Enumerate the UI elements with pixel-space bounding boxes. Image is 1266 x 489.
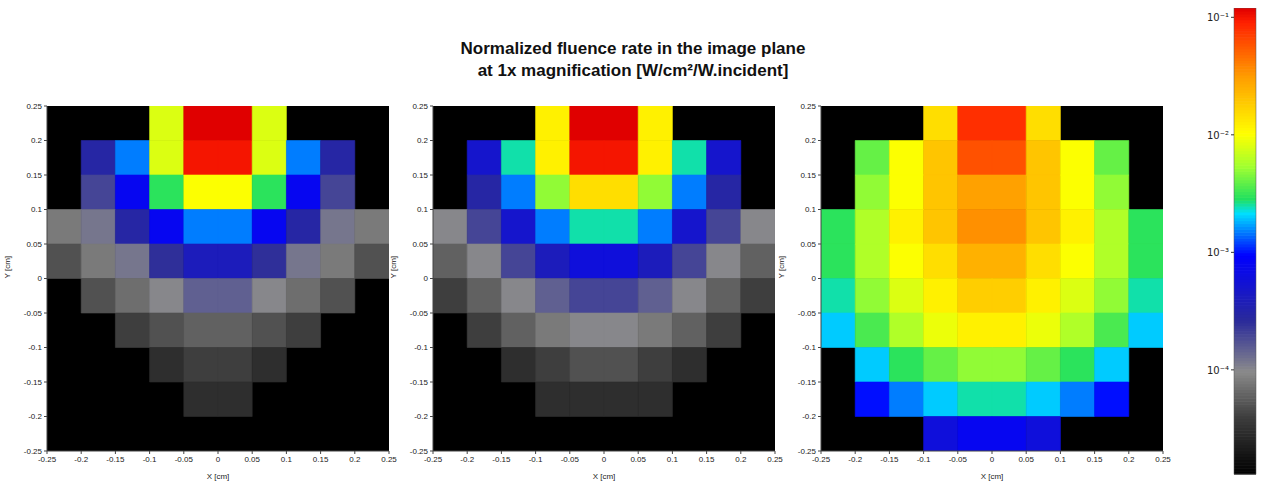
svg-text:-0.1: -0.1 bbox=[414, 343, 428, 352]
svg-text:0.2: 0.2 bbox=[31, 136, 43, 145]
svg-text:-0.25: -0.25 bbox=[424, 455, 443, 464]
html-text:at 1x magnification [W/cm²/W.i: at 1x magnification [W/cm²/W.incident] bbox=[477, 61, 789, 80]
svg-text:-0.25: -0.25 bbox=[798, 447, 817, 456]
svg-text:0.15: 0.15 bbox=[412, 171, 428, 180]
svg-text:-0.2: -0.2 bbox=[848, 455, 862, 464]
svg-text:0.15: 0.15 bbox=[313, 455, 329, 464]
svg-text:-0.15: -0.15 bbox=[410, 378, 429, 387]
svg-text:0.2: 0.2 bbox=[1123, 455, 1135, 464]
svg-text:-0.05: -0.05 bbox=[410, 309, 429, 318]
svg-text:-0.15: -0.15 bbox=[106, 455, 125, 464]
svg-text:-0.1: -0.1 bbox=[28, 343, 42, 352]
svg-text:-0.15: -0.15 bbox=[24, 378, 43, 387]
svg-text:-0.2: -0.2 bbox=[460, 455, 474, 464]
svg-text:-0.05: -0.05 bbox=[798, 309, 817, 318]
svg-text:0.25: 0.25 bbox=[1155, 455, 1171, 464]
svg-text:0: 0 bbox=[812, 274, 817, 283]
svg-text:0.1: 0.1 bbox=[417, 205, 429, 214]
svg-text:0.15: 0.15 bbox=[1087, 455, 1103, 464]
svg-text:0.1: 0.1 bbox=[1055, 455, 1067, 464]
svg-text:Y [cm]: Y [cm] bbox=[3, 256, 12, 279]
svg-text:-0.15: -0.15 bbox=[880, 455, 899, 464]
svg-text:0.05: 0.05 bbox=[1018, 455, 1034, 464]
svg-text:0.05: 0.05 bbox=[412, 240, 428, 249]
svg-text:10⁻⁴: 10⁻⁴ bbox=[1207, 365, 1229, 376]
svg-text:-0.2: -0.2 bbox=[802, 412, 816, 421]
svg-text:0: 0 bbox=[990, 455, 995, 464]
svg-text:-0.15: -0.15 bbox=[492, 455, 511, 464]
svg-text:0.05: 0.05 bbox=[800, 240, 816, 249]
svg-text:0.05: 0.05 bbox=[630, 455, 646, 464]
svg-text:0: 0 bbox=[602, 455, 607, 464]
svg-text:-0.2: -0.2 bbox=[28, 412, 42, 421]
svg-text:0.25: 0.25 bbox=[381, 455, 397, 464]
svg-text:0.2: 0.2 bbox=[349, 455, 361, 464]
svg-text:-0.25: -0.25 bbox=[24, 447, 43, 456]
svg-text:0.1: 0.1 bbox=[31, 205, 43, 214]
svg-text:0.05: 0.05 bbox=[244, 455, 260, 464]
svg-text:0.25: 0.25 bbox=[767, 455, 783, 464]
svg-text:-0.15: -0.15 bbox=[798, 378, 817, 387]
svg-text:-0.25: -0.25 bbox=[410, 447, 429, 456]
svg-text:0.2: 0.2 bbox=[417, 136, 429, 145]
svg-text:X [cm]: X [cm] bbox=[207, 472, 230, 481]
svg-text:-0.25: -0.25 bbox=[812, 455, 831, 464]
svg-text:-0.25: -0.25 bbox=[38, 455, 57, 464]
svg-text:-0.05: -0.05 bbox=[949, 455, 968, 464]
svg-text:-0.05: -0.05 bbox=[561, 455, 580, 464]
svg-text:-0.2: -0.2 bbox=[74, 455, 88, 464]
svg-text:-0.1: -0.1 bbox=[529, 455, 543, 464]
svg-text:0.15: 0.15 bbox=[699, 455, 715, 464]
svg-text:X [cm]: X [cm] bbox=[981, 472, 1004, 481]
svg-text:0.1: 0.1 bbox=[667, 455, 679, 464]
svg-text:10⁻³: 10⁻³ bbox=[1207, 247, 1229, 258]
html-text:Normalized fluence rate in the: Normalized fluence rate in the image pla… bbox=[460, 39, 806, 58]
svg-text:Y [cm]: Y [cm] bbox=[777, 256, 786, 279]
svg-text:-0.2: -0.2 bbox=[414, 412, 428, 421]
svg-text:-0.1: -0.1 bbox=[143, 455, 157, 464]
svg-text:0: 0 bbox=[38, 274, 43, 283]
svg-text:0: 0 bbox=[424, 274, 429, 283]
svg-text:-0.05: -0.05 bbox=[175, 455, 194, 464]
svg-text:10⁻¹: 10⁻¹ bbox=[1207, 12, 1229, 23]
svg-text:0.1: 0.1 bbox=[281, 455, 293, 464]
svg-text:-0.05: -0.05 bbox=[24, 309, 43, 318]
svg-text:Y [cm]: Y [cm] bbox=[389, 256, 398, 279]
svg-text:0: 0 bbox=[216, 455, 221, 464]
svg-text:0.15: 0.15 bbox=[800, 171, 816, 180]
svg-text:0.25: 0.25 bbox=[412, 102, 428, 111]
svg-text:-0.1: -0.1 bbox=[917, 455, 931, 464]
svg-text:0.2: 0.2 bbox=[805, 136, 817, 145]
svg-text:0.2: 0.2 bbox=[735, 455, 747, 464]
svg-text:0.1: 0.1 bbox=[805, 205, 817, 214]
svg-text:10⁻²: 10⁻² bbox=[1207, 130, 1229, 141]
svg-text:-0.1: -0.1 bbox=[802, 343, 816, 352]
svg-text:X [cm]: X [cm] bbox=[593, 472, 616, 481]
svg-text:0.15: 0.15 bbox=[26, 171, 42, 180]
svg-text:0.25: 0.25 bbox=[26, 102, 42, 111]
svg-text:0.25: 0.25 bbox=[800, 102, 816, 111]
svg-text:0.05: 0.05 bbox=[26, 240, 42, 249]
